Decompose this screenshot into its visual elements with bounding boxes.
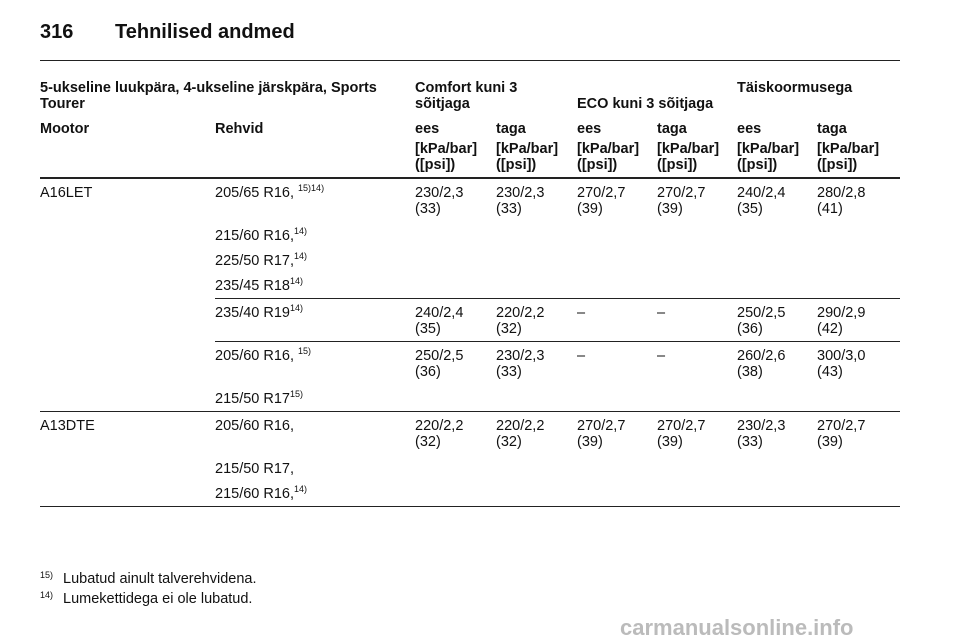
table-rule (215, 298, 900, 299)
tire-text: 235/40 R19 (215, 305, 290, 321)
tire-size: 215/50 R17, (215, 461, 294, 477)
tire-size: 235/45 R1814) (215, 276, 303, 294)
group-header: Täiskoormusega (737, 80, 853, 96)
pressure: – (577, 305, 586, 321)
tire-size: 205/60 R16, (215, 418, 294, 434)
pressure: 220/2,2 (32) (415, 418, 464, 450)
footnote-text: Lubatud ainult talverehvidena. (63, 571, 257, 587)
unit-header: [kPa/bar] ([psi]) (415, 141, 478, 173)
tire-note: 14) (289, 276, 303, 287)
pressure: 270/2,7 (39) (577, 185, 626, 217)
table-rule (40, 177, 900, 179)
tire-text: 215/60 R16, (215, 486, 295, 502)
pressure: 250/2,5 (36) (737, 305, 786, 337)
pressure: 230/2,3 (33) (415, 185, 464, 217)
pressure: 230/2,3 (33) (496, 348, 545, 380)
footnote-mark: 14) (40, 590, 54, 600)
pressure: 270/2,7 (39) (577, 418, 626, 450)
table-rule (40, 506, 900, 507)
column-header: taga (496, 121, 526, 137)
pressure: 280/2,8 (41) (817, 185, 866, 217)
tire-note: 14) (294, 251, 308, 262)
column-header: ees (415, 121, 440, 137)
table-rule (215, 341, 900, 342)
pressure: 270/2,7 (39) (657, 418, 706, 450)
column-header: ees (577, 121, 602, 137)
tire-note: 15) (298, 346, 312, 357)
tire-text: 205/65 R16, (215, 185, 299, 201)
tire-text: 215/60 R16, (215, 228, 295, 244)
column-header: taga (657, 121, 687, 137)
pressure: – (657, 305, 666, 321)
tire-note: 15) (289, 389, 303, 400)
unit-header: [kPa/bar] ([psi]) (737, 141, 800, 173)
page-title: Tehnilised andmed (115, 21, 295, 43)
footnote-mark: 15) (40, 570, 54, 580)
watermark: carmanualsonline.info (620, 615, 854, 640)
tire-size: 235/40 R1914) (215, 303, 303, 321)
tire-text: 205/60 R16, (215, 348, 299, 364)
pressure: 250/2,5 (36) (415, 348, 464, 380)
pressure: 300/3,0 (43) (817, 348, 866, 380)
engine: A13DTE (40, 418, 95, 434)
pressure: 240/2,4 (35) (737, 185, 786, 217)
tire-size: 215/60 R16,14) (215, 484, 308, 502)
group-header: 5-ukseline luukpära, 4-ukseline järskpär… (40, 80, 377, 112)
header-rule (40, 60, 900, 61)
pressure: 220/2,2 (32) (496, 418, 545, 450)
tire-size: 215/60 R16,14) (215, 226, 308, 244)
tire-text: 235/45 R18 (215, 278, 290, 294)
unit-header: [kPa/bar] ([psi]) (817, 141, 880, 173)
tire-note: 14) (294, 226, 308, 237)
pressure: 270/2,7 (39) (657, 185, 706, 217)
unit-header: [kPa/bar] ([psi]) (496, 141, 559, 173)
pressure: 230/2,3 (33) (496, 185, 545, 217)
column-header: taga (817, 121, 847, 137)
page-number: 316 (40, 21, 74, 43)
pressure: 290/2,9 (42) (817, 305, 866, 337)
pressure: 220/2,2 (32) (496, 305, 545, 337)
tire-text: 205/60 R16, (215, 418, 295, 434)
tire-note: 14) (294, 484, 308, 495)
group-header: Comfort kuni 3 sõitjaga (415, 80, 518, 112)
pressure: – (657, 348, 666, 364)
tire-note: 15)14) (298, 183, 325, 194)
tire-text: 215/50 R17, (215, 461, 295, 477)
pressure: – (577, 348, 586, 364)
column-header: ees (737, 121, 762, 137)
tire-text: 225/50 R17, (215, 253, 295, 269)
tire-note: 14) (289, 303, 303, 314)
table-rule (40, 411, 900, 412)
pressure: 260/2,6 (38) (737, 348, 786, 380)
pressure: 240/2,4 (35) (415, 305, 464, 337)
tire-size: 205/60 R16, 15) (215, 346, 312, 364)
engine: A16LET (40, 185, 93, 201)
pressure: 270/2,7 (39) (817, 418, 866, 450)
pressure: 230/2,3 (33) (737, 418, 786, 450)
tire-size: 225/50 R17,14) (215, 251, 308, 269)
unit-header: [kPa/bar] ([psi]) (657, 141, 720, 173)
group-header: ECO kuni 3 sõitjaga (577, 96, 714, 112)
tire-text: 215/50 R17 (215, 391, 290, 407)
tire-size: 205/65 R16, 15)14) (215, 183, 325, 201)
tire-size: 215/50 R1715) (215, 389, 303, 407)
column-header: Rehvid (215, 121, 264, 137)
unit-header: [kPa/bar] ([psi]) (577, 141, 640, 173)
footnote-text: Lumekettidega ei ole lubatud. (63, 591, 253, 607)
column-header: Mootor (40, 121, 90, 137)
